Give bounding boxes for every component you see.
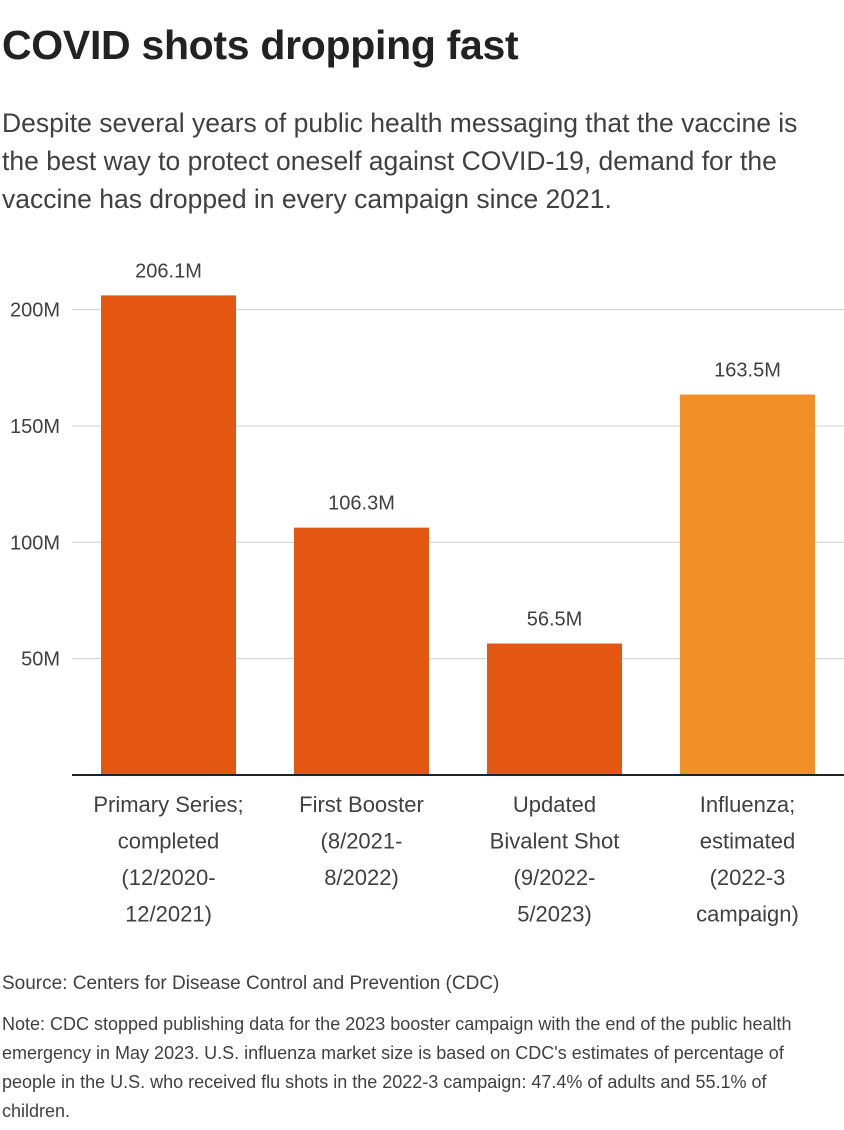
bar — [294, 527, 429, 775]
y-tick-label: 150M — [10, 416, 60, 438]
x-category-label: First Booster — [299, 792, 424, 817]
x-category-label: Updated — [513, 792, 596, 817]
y-tick-label: 50M — [21, 649, 60, 671]
x-category-label: 8/2022) — [324, 865, 399, 890]
bar — [101, 295, 236, 775]
bar — [487, 643, 622, 775]
y-tick-label: 200M — [10, 300, 60, 322]
bar-chart: 50M 100M 150M 200M 206.1M Primary Series; comp… — [10, 260, 844, 927]
x-category-label: Bivalent Shot — [490, 829, 620, 854]
x-category-label: 12/2021) — [125, 902, 212, 927]
y-tick-label: 100M — [10, 532, 60, 554]
x-category-label: (12/2020- — [121, 865, 215, 890]
x-category-label: campaign) — [696, 902, 799, 927]
note-text: Note: CDC stopped publishing data for th… — [2, 1014, 792, 1121]
x-category-label: completed — [118, 829, 220, 854]
x-category-label: (9/2022- — [514, 865, 596, 890]
chart-subtitle: Despite several years of public health m… — [2, 108, 798, 214]
source-text: Source: Centers for Disease Control and … — [2, 973, 500, 994]
bar-value-label: 206.1M — [135, 260, 202, 282]
bar-value-label: 163.5M — [714, 360, 781, 382]
bar — [680, 394, 815, 775]
bar-value-label: 56.5M — [527, 609, 583, 631]
x-category-label: 5/2023) — [517, 902, 592, 927]
x-category-label: Influenza; — [700, 792, 795, 817]
bar-value-label: 106.3M — [328, 493, 395, 515]
x-category-label: Primary Series; — [93, 792, 243, 817]
chart-title: COVID shots dropping fast — [2, 22, 519, 68]
x-category-label: (8/2021- — [321, 829, 403, 854]
x-category-label: (2022-3 — [710, 865, 786, 890]
x-category-label: estimated — [700, 829, 795, 854]
